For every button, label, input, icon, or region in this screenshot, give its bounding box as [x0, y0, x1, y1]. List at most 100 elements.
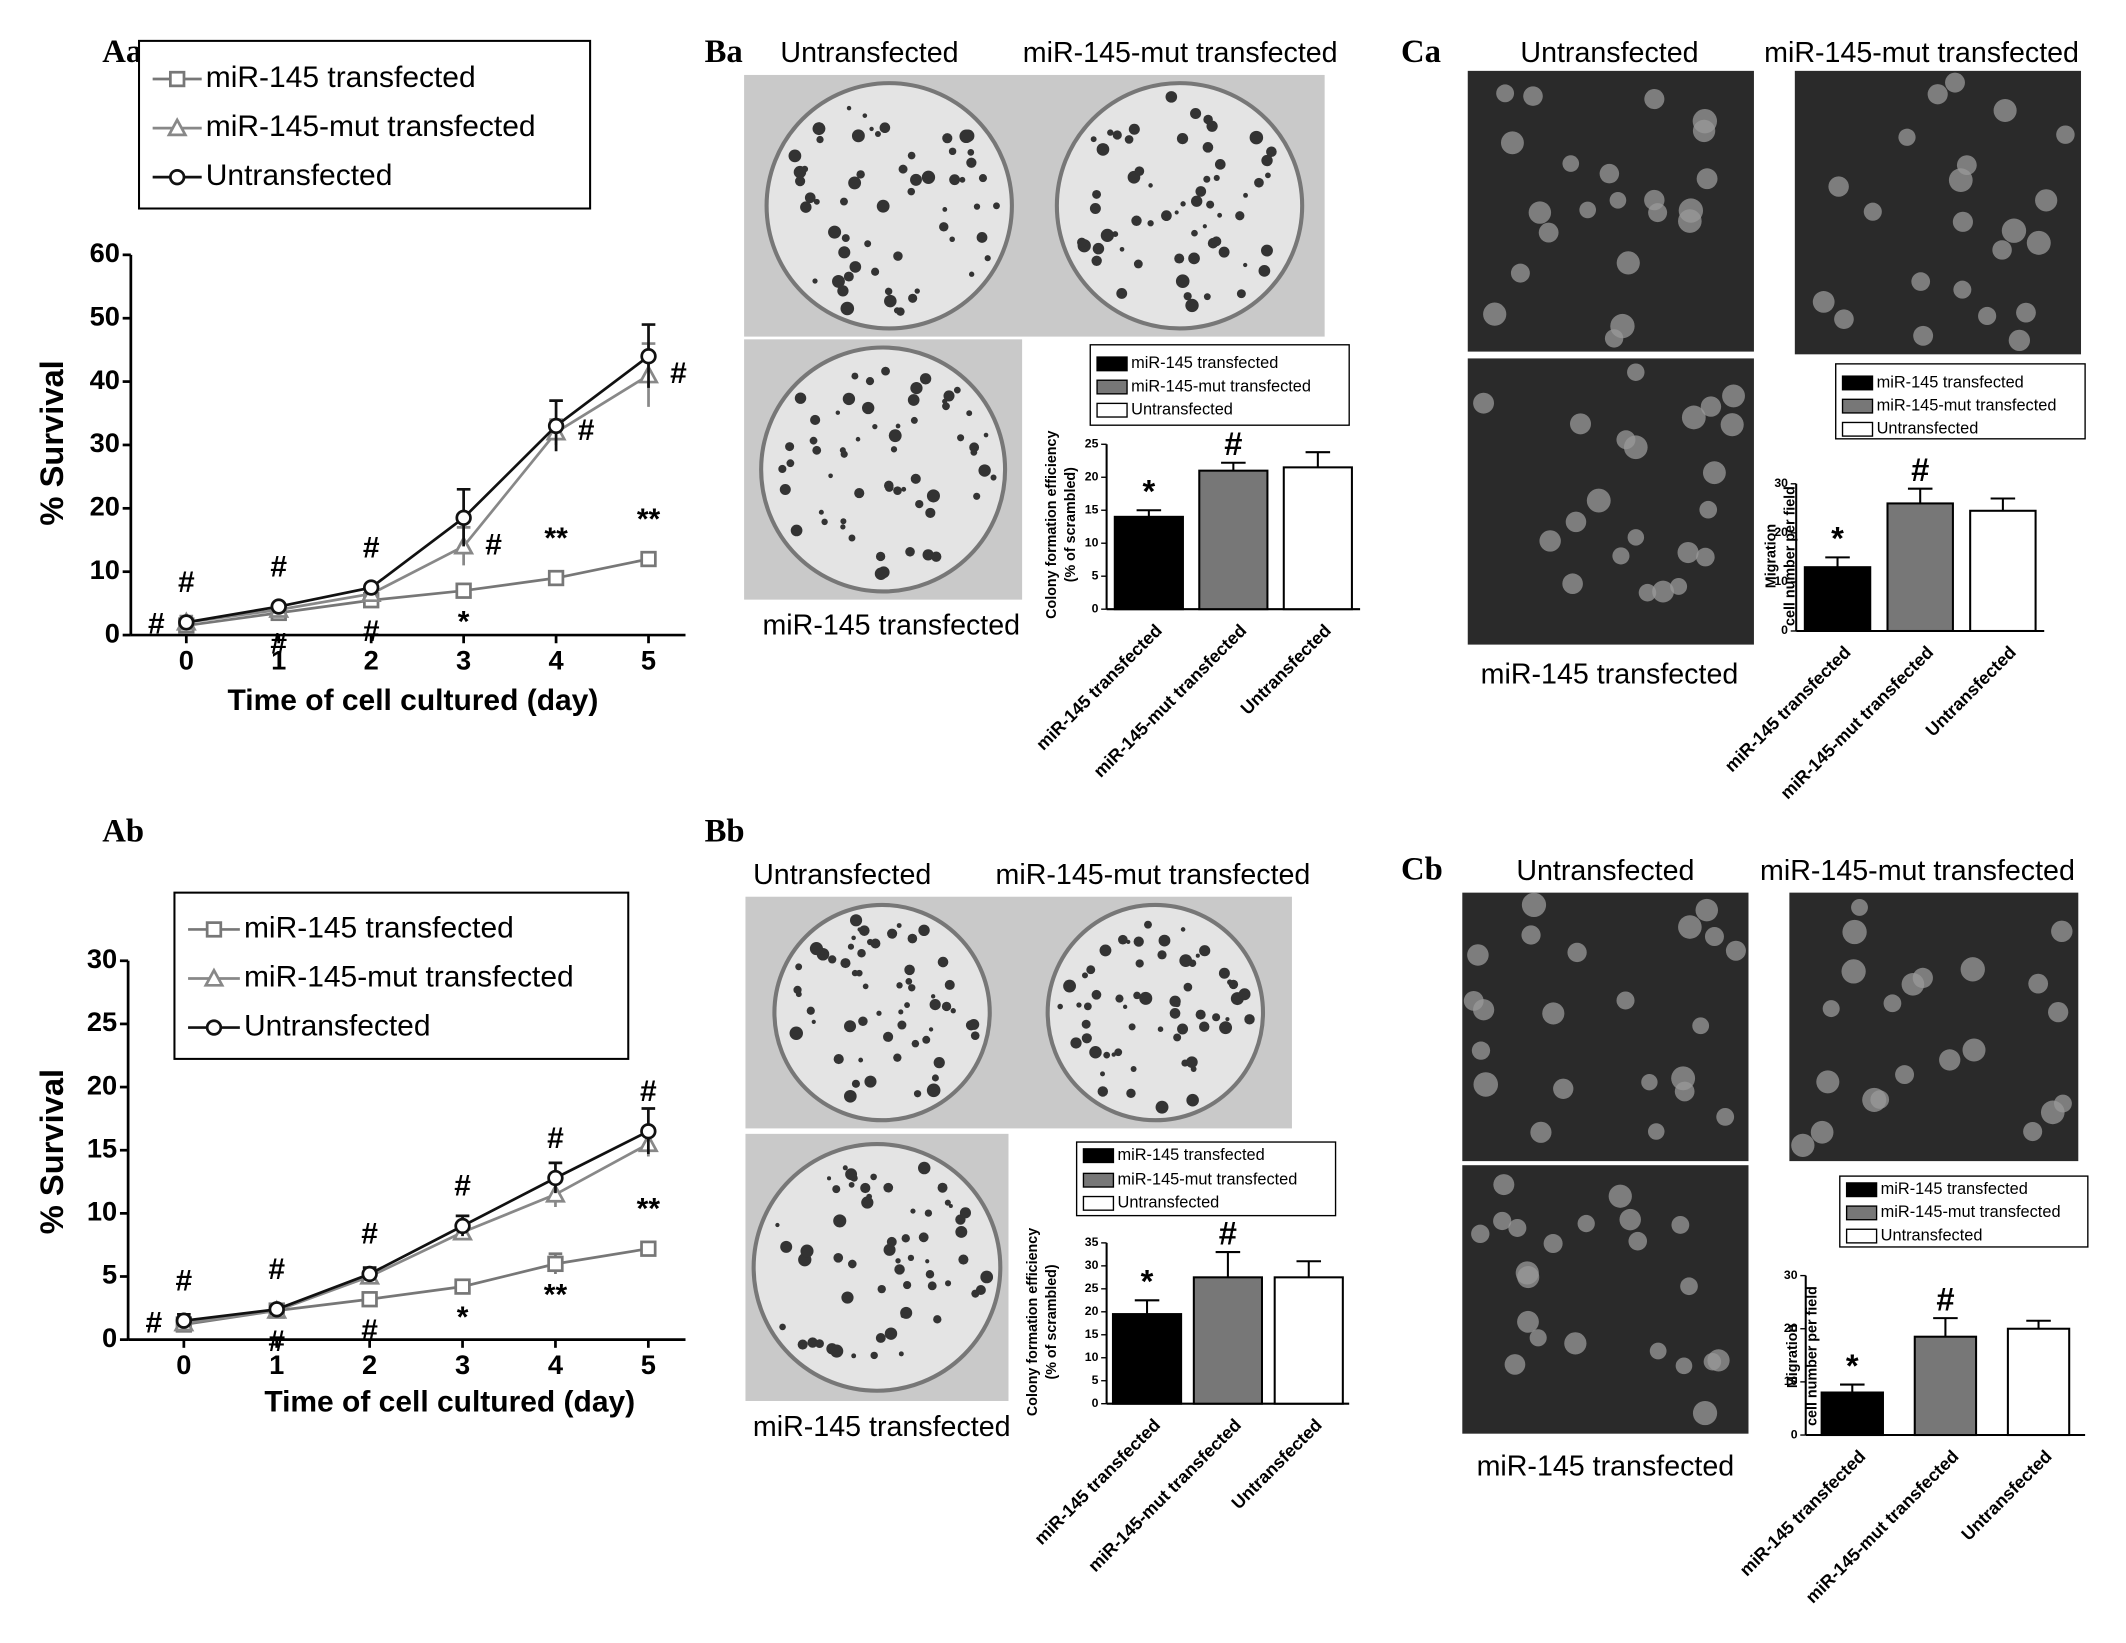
- dish: [751, 1142, 1003, 1393]
- cell: [1695, 898, 1719, 922]
- colony: [1148, 183, 1153, 188]
- cell: [1953, 280, 1972, 299]
- marker: [175, 1312, 193, 1329]
- colony: [968, 271, 975, 277]
- colony: [1076, 1002, 1082, 1008]
- colony: [800, 201, 812, 213]
- cell: [1530, 1121, 1552, 1143]
- colony: [851, 1353, 857, 1359]
- cell: [1828, 176, 1849, 197]
- colony: [858, 1016, 868, 1026]
- colony: [840, 518, 847, 525]
- colony: [840, 958, 851, 969]
- cell: [1539, 530, 1561, 552]
- colony: [1202, 224, 1207, 229]
- cell: [2026, 230, 2051, 255]
- legend-swatch: [1845, 1205, 1878, 1221]
- panel-label: Aa: [102, 34, 142, 70]
- cell: [1471, 1041, 1491, 1060]
- colony: [915, 499, 924, 509]
- colony: [1218, 967, 1230, 979]
- photo: [1794, 70, 2082, 355]
- colony: [971, 1289, 980, 1298]
- cell: [1692, 1400, 1718, 1426]
- colony: [918, 1232, 929, 1243]
- y-tick-label: 15: [87, 1132, 117, 1163]
- colony: [1260, 244, 1273, 257]
- colony: [859, 925, 870, 936]
- colony: [1211, 236, 1222, 247]
- colony: [886, 1236, 897, 1247]
- annotation: #: [268, 1325, 285, 1358]
- y-tick-label: 0: [105, 617, 120, 648]
- colony: [866, 1193, 873, 1200]
- colony: [896, 982, 903, 989]
- colony: [976, 232, 988, 243]
- bar: [1111, 1313, 1183, 1405]
- error-bar: [1134, 1299, 1160, 1315]
- cell: [1993, 98, 2017, 123]
- colony: [883, 1031, 894, 1042]
- colony: [1183, 982, 1193, 992]
- cell: [1604, 329, 1624, 348]
- colony: [1111, 1052, 1116, 1057]
- colony: [990, 474, 997, 481]
- cell: [1692, 109, 1718, 134]
- y-axis-label: (% of scrambled): [1063, 467, 1079, 582]
- colony: [1173, 1000, 1181, 1008]
- series-line: [183, 1130, 649, 1323]
- colony: [1266, 146, 1277, 158]
- colony: [884, 287, 893, 296]
- cell: [1473, 1072, 1499, 1097]
- colony: [862, 113, 868, 118]
- cell: [1699, 500, 1718, 519]
- legend-label: miR-145-mut transfected: [206, 110, 536, 143]
- colony: [910, 473, 921, 484]
- cell: [1952, 211, 1973, 232]
- colony: [1261, 154, 1273, 167]
- legend-label: miR-145-mut transfected: [1118, 1171, 1298, 1189]
- cell: [1834, 309, 1854, 329]
- colony: [1186, 1093, 1199, 1107]
- y-tick-label: 20: [90, 491, 120, 522]
- bar: [1803, 566, 1872, 633]
- colony: [1097, 1086, 1109, 1097]
- x-tick-label: 4: [549, 645, 565, 676]
- legend-swatch: [1096, 379, 1128, 395]
- x-tick-label: 0: [179, 645, 194, 676]
- image-label: Untransfected: [1516, 855, 1694, 887]
- y-tick-label: 30: [1085, 1258, 1099, 1272]
- colony: [918, 924, 930, 936]
- colony: [846, 105, 852, 111]
- cell: [1895, 1065, 1915, 1085]
- legend-marker: [166, 117, 188, 137]
- cell: [1702, 461, 1726, 485]
- colony: [842, 392, 856, 406]
- annotation: #: [270, 628, 287, 661]
- legend-marker: [205, 921, 223, 938]
- colony: [1174, 253, 1185, 264]
- x-tick-label: 2: [362, 1349, 377, 1380]
- y-tick-label: 5: [1092, 1373, 1099, 1387]
- colony: [1169, 1008, 1181, 1019]
- colony: [893, 486, 902, 495]
- cell: [1569, 413, 1592, 435]
- colony: [925, 507, 936, 518]
- colony: [1089, 203, 1101, 215]
- photo: [745, 1133, 1009, 1401]
- colony: [973, 492, 981, 500]
- colony: [832, 274, 845, 288]
- colony: [842, 1165, 848, 1171]
- colony: [939, 222, 949, 232]
- colony: [930, 994, 936, 999]
- y-tick-label: 0: [1781, 623, 1788, 637]
- panel-label: Bb: [705, 814, 745, 850]
- cell: [1948, 168, 1973, 193]
- cell: [1619, 1208, 1641, 1231]
- annotation: #: [146, 1306, 163, 1339]
- colony: [804, 192, 816, 204]
- colony: [931, 1074, 939, 1082]
- photo: [1462, 1165, 1749, 1434]
- colony: [1063, 979, 1076, 993]
- colony: [967, 149, 975, 156]
